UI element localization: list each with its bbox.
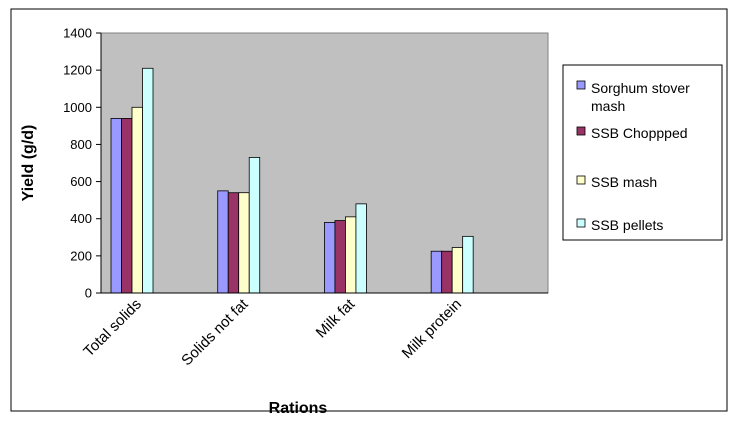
bar [217,190,229,294]
y-tick-label: 1200 [63,63,92,78]
bar [345,216,357,294]
y-tick-label: 600 [70,174,92,189]
legend-label: SSB pellets [591,217,663,233]
legend-swatch [576,175,586,185]
bars-group [110,67,474,294]
bar [248,157,261,294]
y-axis-title: Yield (g/d) [20,125,37,202]
y-tick-label: 400 [70,211,92,226]
legend: Sorghum stover mash SSB Choppped SSB mash SS… [576,80,690,233]
y-tick-label: 800 [70,137,92,152]
x-axis-title: Rations [269,400,328,417]
y-tick-label: 0 [85,286,92,301]
y-axis-ticks: 0 200 400 600 800 1000 1200 1400 [63,26,101,301]
bar [324,222,336,294]
bar [355,203,367,294]
bar [131,106,143,294]
bar [110,118,122,294]
y-tick-label: 1000 [63,100,92,115]
legend-swatch [576,80,586,90]
bar [238,192,250,294]
bar [227,192,240,294]
bar [142,67,154,294]
bar [441,250,453,294]
bar [451,247,464,294]
y-tick-label: 1400 [63,26,92,41]
legend-swatch [576,218,586,228]
legend-label: SSB Choppped [591,125,688,141]
bar [430,250,443,294]
legend-label: Sorghum stover mash [591,80,690,114]
y-tick-label: 200 [70,248,92,263]
legend-box [562,64,723,241]
bar [462,235,474,294]
legend-label: SSB mash [591,174,657,190]
bar [121,118,133,294]
bar [334,220,346,294]
legend-swatch [576,126,586,136]
